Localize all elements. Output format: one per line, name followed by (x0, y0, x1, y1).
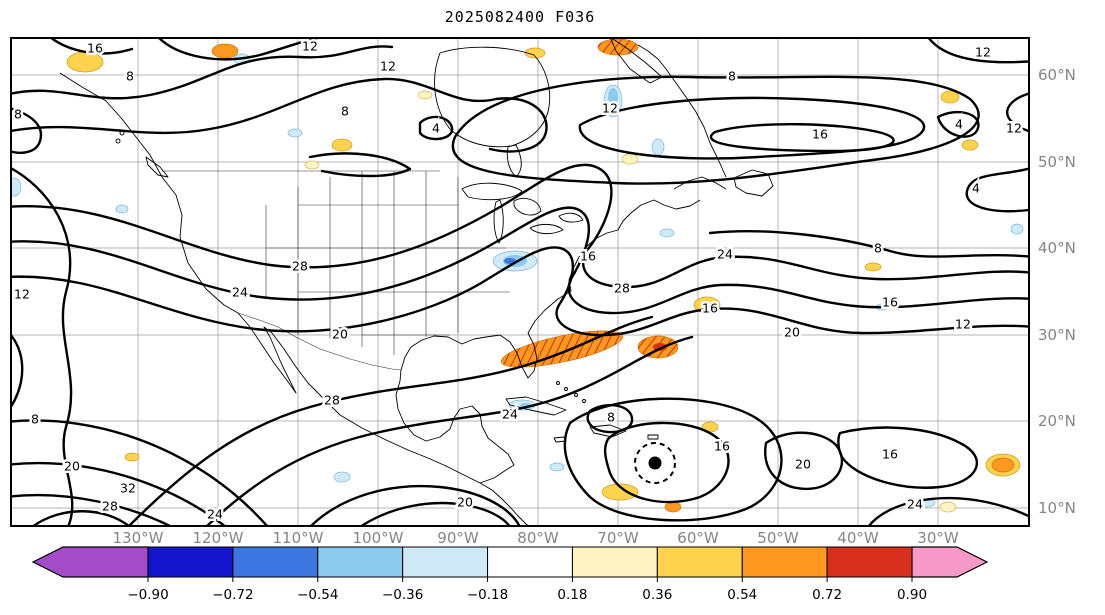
anomaly-shading (10, 38, 1024, 513)
contour-label: 16 (882, 295, 898, 310)
colorbar-right-extension (911, 546, 989, 578)
x-tick-label: 130°W (112, 529, 164, 547)
colorbar-tick-label: −0.90 (127, 587, 168, 603)
contour-label-layer: 1681212848128203228242824201628241681216… (12, 37, 1025, 524)
contour-label: 12 (955, 317, 971, 332)
y-tick-label: 40°N (1038, 239, 1076, 257)
contour-label: 4 (955, 117, 963, 132)
contour-label: 16 (580, 249, 596, 264)
state-borders (162, 170, 510, 371)
contour-label: 16 (87, 41, 103, 56)
colorbar-tick-label: −0.36 (382, 587, 423, 603)
contour-label: 24 (907, 497, 923, 512)
contour-label: 28 (102, 499, 118, 514)
x-tick-label: 120°W (192, 529, 244, 547)
colorbar-left-extension (31, 546, 149, 578)
colorbar-segment (571, 546, 658, 578)
map-panel: 16 8 12 12 8 4 8 12 8 20 32 28 24 28 24 20 16 28 24 16 8 12 16… (10, 37, 1030, 527)
contour-label: 8 (14, 107, 22, 122)
colorbar-segment (487, 546, 573, 578)
colorbar-tick-label: 0.54 (727, 587, 757, 603)
contour-label: 20 (795, 457, 811, 472)
colorbar-segment (741, 546, 828, 578)
x-tick-label: 100°W (352, 529, 404, 547)
contour-label: 12 (302, 39, 318, 54)
map-frame (10, 37, 1030, 527)
y-tick-label: 30°N (1038, 326, 1076, 344)
y-tick-label: 20°N (1038, 412, 1076, 430)
contour-label: 8 (607, 410, 615, 425)
colorbar-segment (317, 546, 404, 578)
contour-label: 8 (126, 69, 134, 84)
contour-lines (10, 37, 1030, 527)
colorbar: −0.90 −0.72 −0.54 −0.36 −0.18 0.18 0.36 0.54 0.7… (31, 546, 989, 603)
colorbar-tick-label: 0.90 (897, 587, 927, 603)
colorbar-tick-label: 0.36 (642, 587, 672, 603)
figure-title: 2025082400 F036 (444, 8, 596, 26)
coastlines (59, 37, 774, 527)
contour-label: 8 (341, 104, 349, 119)
contour-label: 8 (874, 241, 882, 256)
contour-label: 24 (502, 407, 518, 422)
contour-label: 8 (31, 412, 39, 427)
contour-label: 4 (972, 181, 980, 196)
x-tick-label: 60°W (677, 529, 719, 547)
colorbar-segment (826, 546, 913, 578)
x-tick-label: 90°W (437, 529, 479, 547)
colorbar-segment (402, 546, 489, 578)
x-tick-label: 30°W (917, 529, 959, 547)
contour-label: 12 (14, 287, 30, 302)
contour-label: 28 (324, 393, 340, 408)
contour-label: 20 (457, 495, 473, 510)
x-tick-label: 80°W (517, 529, 559, 547)
colorbar-segment (147, 546, 234, 578)
contour-label: 12 (1006, 121, 1022, 136)
contour-label: 20 (784, 325, 800, 340)
cyclone-marker (634, 442, 676, 484)
contour-label: 24 (717, 247, 733, 262)
x-tick-label: 50°W (757, 529, 799, 547)
x-tick-label: 70°W (597, 529, 639, 547)
contour-label: 24 (207, 507, 223, 522)
contour-label: 16 (702, 301, 718, 316)
colorbar-tick-label: 0.72 (812, 587, 842, 603)
y-tick-label: 50°N (1038, 153, 1076, 171)
contour-label: 28 (292, 259, 308, 274)
contour-map: 1681212848128203228242824201628241681216… (10, 37, 1030, 527)
contour-label: 20 (64, 459, 80, 474)
colorbar-tick-label: −0.18 (467, 587, 508, 603)
colorbar-tick-label: 0.18 (557, 587, 587, 603)
x-tick-label: 110°W (272, 529, 324, 547)
contour-label: 20 (332, 327, 348, 342)
graticule (10, 37, 1030, 527)
colorbar-segment (232, 546, 319, 578)
contour-label: 24 (232, 285, 248, 300)
contour-label: 16 (882, 447, 898, 462)
colorbar-segment (656, 546, 743, 578)
contour-label: 12 (602, 101, 618, 116)
colorbar-tick-label: −0.72 (212, 587, 253, 603)
contour-label: 12 (975, 45, 991, 60)
contour-label: 28 (614, 281, 630, 296)
contour-label: 8 (728, 69, 736, 84)
y-tick-label: 60°N (1038, 66, 1076, 84)
contour-label: 32 (120, 481, 136, 496)
colorbar-tick-label: −0.54 (297, 587, 338, 603)
contour-label: 16 (812, 127, 828, 142)
contour-label: 16 (714, 439, 730, 454)
contour-label: 4 (432, 121, 440, 136)
y-tick-label: 10°N (1038, 499, 1076, 517)
contour-label: 12 (380, 59, 396, 74)
x-tick-label: 40°W (837, 529, 879, 547)
